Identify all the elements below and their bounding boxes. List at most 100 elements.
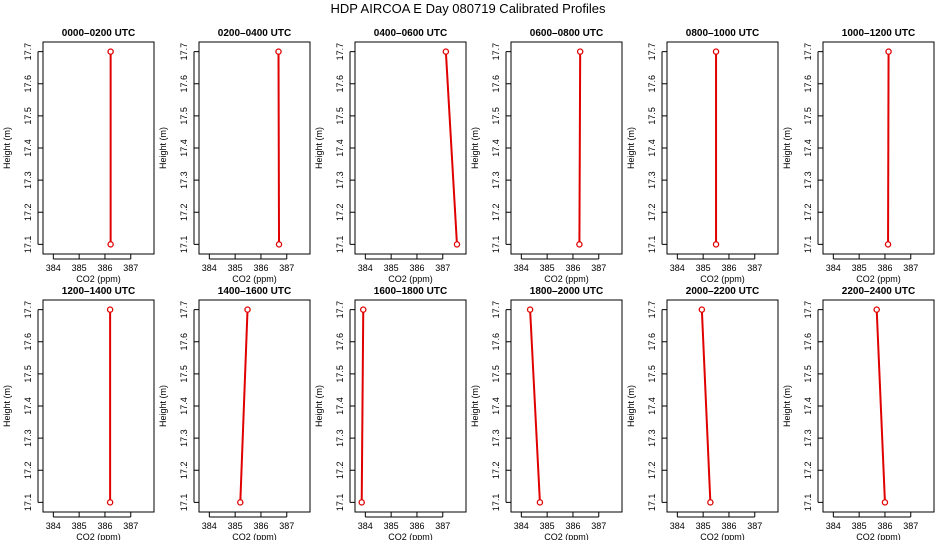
y-tick-label: 17.3 bbox=[491, 429, 501, 447]
x-tick-label: 385 bbox=[72, 263, 87, 273]
y-tick-label: 17.2 bbox=[179, 461, 189, 479]
y-tick-label: 17.3 bbox=[803, 171, 813, 189]
x-tick-label: 386 bbox=[97, 521, 112, 531]
y-tick-label: 17.3 bbox=[491, 171, 501, 189]
x-tick-label: 384 bbox=[826, 521, 841, 531]
x-tick-label: 387 bbox=[747, 263, 762, 273]
y-tick-label: 17.2 bbox=[647, 461, 657, 479]
x-tick-label: 386 bbox=[253, 263, 268, 273]
y-tick-label: 17.1 bbox=[803, 494, 813, 512]
x-tick-label: 386 bbox=[409, 263, 424, 273]
y-tick-label: 17.1 bbox=[335, 494, 345, 512]
y-tick-label: 17.2 bbox=[335, 461, 345, 479]
y-tick-label: 17.6 bbox=[335, 75, 345, 93]
plot-frame bbox=[198, 299, 311, 513]
y-tick-label: 17.6 bbox=[335, 333, 345, 351]
x-axis-label: CO2 (ppm) bbox=[544, 532, 589, 540]
x-tick-label: 387 bbox=[279, 521, 294, 531]
y-tick-label: 17.1 bbox=[803, 236, 813, 254]
x-tick-label: 384 bbox=[358, 521, 373, 531]
y-tick-label: 17.4 bbox=[491, 139, 501, 157]
y-axis-label: Height (m) bbox=[314, 385, 324, 427]
x-tick-label: 386 bbox=[721, 263, 736, 273]
y-axis-label: Height (m) bbox=[158, 385, 168, 427]
x-tick-label: 387 bbox=[123, 263, 138, 273]
y-tick-label: 17.4 bbox=[179, 139, 189, 157]
y-tick-label: 17.4 bbox=[179, 397, 189, 415]
x-tick-label: 387 bbox=[123, 521, 138, 531]
y-tick-label: 17.1 bbox=[491, 236, 501, 254]
y-axis-label: Height (m) bbox=[626, 385, 636, 427]
y-tick-label: 17.4 bbox=[491, 397, 501, 415]
panel-title: 0800–1000 UTC bbox=[686, 28, 759, 39]
data-point-marker bbox=[881, 499, 889, 506]
profile-line bbox=[875, 309, 886, 503]
x-tick-label: 384 bbox=[46, 263, 61, 273]
plot-frame bbox=[822, 41, 935, 255]
profile-line bbox=[529, 309, 541, 503]
y-tick-label: 17.7 bbox=[23, 43, 33, 61]
panel-title: 1800–2000 UTC bbox=[530, 286, 603, 297]
x-tick-label: 385 bbox=[852, 521, 867, 531]
x-tick-label: 387 bbox=[591, 521, 606, 531]
panel-title: 2200–2400 UTC bbox=[842, 286, 915, 297]
y-axis-label: Height (m) bbox=[626, 127, 636, 169]
y-tick-label: 17.6 bbox=[23, 75, 33, 93]
x-tick-label: 386 bbox=[877, 263, 892, 273]
y-tick-label: 17.7 bbox=[803, 43, 813, 61]
y-tick-label: 17.3 bbox=[647, 429, 657, 447]
x-tick-label: 386 bbox=[565, 263, 580, 273]
x-tick-label: 386 bbox=[409, 521, 424, 531]
y-tick-label: 17.7 bbox=[647, 301, 657, 319]
x-tick-label: 384 bbox=[46, 521, 61, 531]
x-tick-label: 385 bbox=[228, 521, 243, 531]
panel-title: 1000–1200 UTC bbox=[842, 28, 915, 39]
profile-line bbox=[444, 51, 458, 245]
y-tick-label: 17.2 bbox=[803, 203, 813, 221]
data-point-marker bbox=[576, 48, 584, 55]
x-tick-label: 385 bbox=[228, 263, 243, 273]
profile-line bbox=[360, 309, 365, 503]
y-tick-label: 17.7 bbox=[491, 301, 501, 319]
profile-line bbox=[887, 51, 890, 245]
y-axis-label: Height (m) bbox=[2, 385, 12, 427]
x-axis-label: CO2 (ppm) bbox=[700, 532, 745, 540]
x-tick-label: 385 bbox=[696, 263, 711, 273]
y-tick-label: 17.6 bbox=[803, 75, 813, 93]
y-tick-label: 17.4 bbox=[23, 397, 33, 415]
y-tick-label: 17.7 bbox=[23, 301, 33, 319]
data-point-marker bbox=[107, 48, 114, 55]
x-tick-label: 385 bbox=[540, 521, 555, 531]
panel-title: 2000–2200 UTC bbox=[686, 286, 759, 297]
x-tick-label: 387 bbox=[903, 263, 918, 273]
panel-title: 1400–1600 UTC bbox=[218, 286, 291, 297]
x-tick-label: 387 bbox=[435, 263, 450, 273]
plot-frame bbox=[666, 299, 779, 513]
y-tick-label: 17.4 bbox=[647, 397, 657, 415]
y-tick-label: 17.6 bbox=[23, 333, 33, 351]
x-axis-label: CO2 (ppm) bbox=[388, 532, 433, 540]
data-point-marker bbox=[884, 241, 892, 248]
y-tick-label: 17.5 bbox=[803, 365, 813, 383]
y-tick-label: 17.6 bbox=[647, 333, 657, 351]
data-point-marker bbox=[712, 241, 720, 248]
y-tick-label: 17.6 bbox=[179, 333, 189, 351]
x-tick-label: 384 bbox=[514, 263, 529, 273]
y-tick-label: 17.5 bbox=[179, 107, 189, 125]
x-tick-label: 385 bbox=[852, 263, 867, 273]
y-tick-label: 17.4 bbox=[803, 139, 813, 157]
data-point-marker bbox=[244, 306, 251, 313]
y-tick-label: 17.3 bbox=[23, 171, 33, 189]
y-tick-label: 17.3 bbox=[335, 429, 345, 447]
data-point-marker bbox=[536, 499, 544, 506]
data-point-marker bbox=[698, 306, 706, 313]
profile-line bbox=[239, 309, 249, 503]
y-tick-label: 17.1 bbox=[335, 236, 345, 254]
y-tick-label: 17.6 bbox=[803, 333, 813, 351]
y-tick-label: 17.1 bbox=[491, 494, 501, 512]
x-tick-label: 385 bbox=[696, 521, 711, 531]
